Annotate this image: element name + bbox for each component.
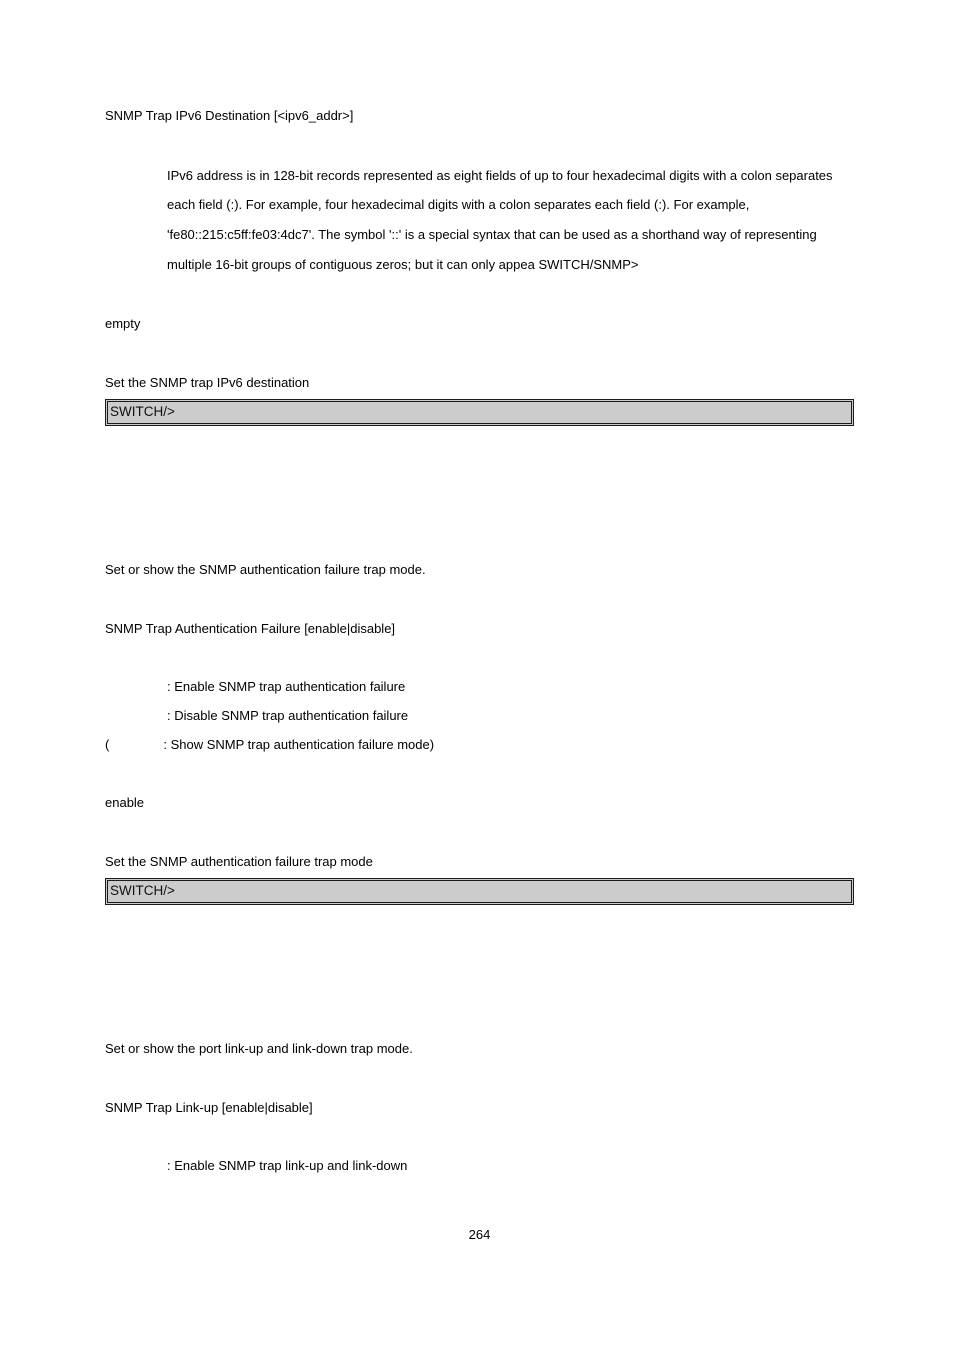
- page-content: SNMP Trap IPv6 Destination [<ipv6_addr>]…: [0, 0, 954, 1290]
- s1-cmd-box: SWITCH/>: [105, 399, 854, 426]
- s1-cmd-text: SWITCH/>: [110, 404, 175, 419]
- s2-example-title: Set the SNMP authentication failure trap…: [105, 848, 854, 877]
- page-number: 264: [105, 1221, 854, 1250]
- s3-syntax: SNMP Trap Link-up [enable|disable]: [105, 1094, 854, 1123]
- s2-param-disable: : Disable SNMP trap authentication failu…: [167, 702, 854, 731]
- s2-default: enable: [105, 789, 854, 818]
- s1-default: empty: [105, 310, 854, 339]
- s1-description: IPv6 address is in 128-bit records repre…: [167, 161, 854, 281]
- s2-intro: Set or show the SNMP authentication fail…: [105, 556, 854, 585]
- s2-param-show: ( : Show SNMP trap authentication failure…: [105, 731, 854, 760]
- s2-syntax: SNMP Trap Authentication Failure [enable…: [105, 615, 854, 644]
- s2-cmd-box: SWITCH/>: [105, 878, 854, 905]
- s3-param-enable: : Enable SNMP trap link-up and link-down: [167, 1152, 854, 1181]
- s2-param-show-text: : Show SNMP trap authentication failure …: [163, 737, 434, 752]
- s2-param-open-paren: (: [105, 737, 109, 752]
- s3-intro: Set or show the port link-up and link-do…: [105, 1035, 854, 1064]
- s2-cmd-text: SWITCH/>: [110, 883, 175, 898]
- s2-param-enable: : Enable SNMP trap authentication failur…: [167, 673, 854, 702]
- s1-example-title: Set the SNMP trap IPv6 destination: [105, 369, 854, 398]
- s1-syntax: SNMP Trap IPv6 Destination [<ipv6_addr>]: [105, 102, 854, 131]
